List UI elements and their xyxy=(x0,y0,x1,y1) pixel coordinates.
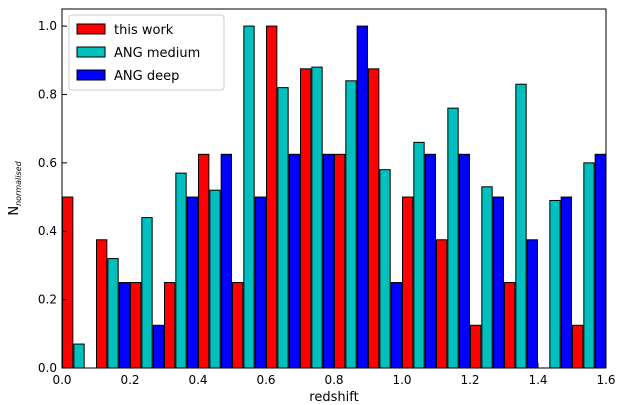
bar-this-work-8 xyxy=(334,153,346,369)
y-axis-label: Nnormalised xyxy=(7,160,23,215)
bar-ang-deep-4 xyxy=(220,153,232,369)
bar-ang-deep-7 xyxy=(322,153,334,369)
bar-this-work-12 xyxy=(470,324,482,369)
bar-this-work-1 xyxy=(96,239,108,369)
bar-ang-medium-1 xyxy=(107,258,119,369)
x-tick-label-0: 0.0 xyxy=(52,373,71,387)
bar-ang-medium-3 xyxy=(175,172,187,369)
bar-ang-medium-12 xyxy=(481,186,493,369)
bar-ang-medium-6 xyxy=(277,87,289,369)
bar-ang-medium-5 xyxy=(243,25,255,369)
bar-ang-medium-10 xyxy=(413,141,425,369)
x-tick-label-8: 1.6 xyxy=(596,373,615,387)
bar-ang-medium-11 xyxy=(447,107,459,369)
bar-this-work-11 xyxy=(436,239,448,369)
y-tick-label-1: 0.2 xyxy=(38,293,57,307)
legend-label-this-work: this work xyxy=(114,23,174,38)
bar-ang-deep-10 xyxy=(424,153,436,369)
x-axis-label: redshift xyxy=(309,390,358,405)
y-tick-label-4: 0.8 xyxy=(38,87,57,101)
bar-ang-deep-14 xyxy=(560,196,572,369)
ticks-layer: 0.0 0.2 0.4 0.6 0.8 1.0 1.2 1.4 1.6 0.0 0.2 0.4 0.6 0… xyxy=(38,19,616,387)
bar-this-work-2 xyxy=(130,282,142,369)
bar-ang-medium-2 xyxy=(141,217,153,369)
y-tick-label-5: 1.0 xyxy=(38,19,57,33)
legend: this work ANG medium ANG deep xyxy=(68,14,225,91)
bar-this-work-0 xyxy=(62,196,74,369)
legend-swatch-ang-deep xyxy=(76,69,106,81)
bar-ang-deep-5 xyxy=(254,196,266,369)
bar-ang-deep-9 xyxy=(390,282,402,369)
bar-this-work-3 xyxy=(164,282,176,369)
x-tick-label-7: 1.4 xyxy=(528,373,547,387)
bar-ang-medium-13 xyxy=(515,83,527,369)
legend-swatch-this-work xyxy=(76,23,106,35)
bar-ang-deep-6 xyxy=(288,153,300,369)
y-axis-label-subscript: normalised xyxy=(14,160,23,205)
bar-this-work-10 xyxy=(402,196,414,369)
bar-ang-medium-8 xyxy=(345,80,357,369)
bar-ang-deep-1 xyxy=(118,282,130,369)
bar-ang-medium-4 xyxy=(209,189,221,369)
bar-this-work-15 xyxy=(572,324,584,369)
y-tick-label-2: 0.4 xyxy=(38,224,57,238)
bar-this-work-6 xyxy=(266,25,278,369)
x-tick-label-6: 1.2 xyxy=(460,373,479,387)
legend-swatch-ang-medium xyxy=(76,46,106,58)
bar-ang-medium-0 xyxy=(73,343,85,369)
bar-ang-deep-8 xyxy=(356,25,368,369)
bar-this-work-7 xyxy=(300,68,312,369)
bar-ang-deep-13 xyxy=(526,239,538,369)
bar-ang-medium-7 xyxy=(311,66,323,369)
x-tick-label-3: 0.6 xyxy=(256,373,275,387)
y-tick-label-0: 0.0 xyxy=(38,361,57,375)
bar-this-work-5 xyxy=(232,282,244,369)
y-axis-label-main: N xyxy=(7,206,22,216)
x-tick-label-4: 0.8 xyxy=(324,373,343,387)
bar-this-work-9 xyxy=(368,68,380,369)
bar-this-work-4 xyxy=(198,153,210,369)
bars-layer xyxy=(62,25,606,369)
bar-this-work-13 xyxy=(504,282,516,369)
bar-ang-deep-2 xyxy=(152,324,164,369)
y-tick-label-3: 0.6 xyxy=(38,156,57,170)
legend-box xyxy=(68,14,225,91)
legend-label-ang-deep: ANG deep xyxy=(114,69,179,84)
legend-label-ang-medium: ANG medium xyxy=(114,46,200,61)
x-tick-label-2: 0.4 xyxy=(188,373,207,387)
bar-ang-deep-15 xyxy=(594,153,606,369)
bar-ang-deep-12 xyxy=(492,196,504,369)
bar-ang-deep-11 xyxy=(458,153,470,369)
x-tick-label-5: 1.0 xyxy=(392,373,411,387)
bar-ang-medium-9 xyxy=(379,169,391,369)
bar-ang-deep-3 xyxy=(186,196,198,369)
bar-ang-medium-14 xyxy=(549,199,561,369)
bar-ang-medium-15 xyxy=(583,162,595,369)
x-tick-label-1: 0.2 xyxy=(120,373,139,387)
